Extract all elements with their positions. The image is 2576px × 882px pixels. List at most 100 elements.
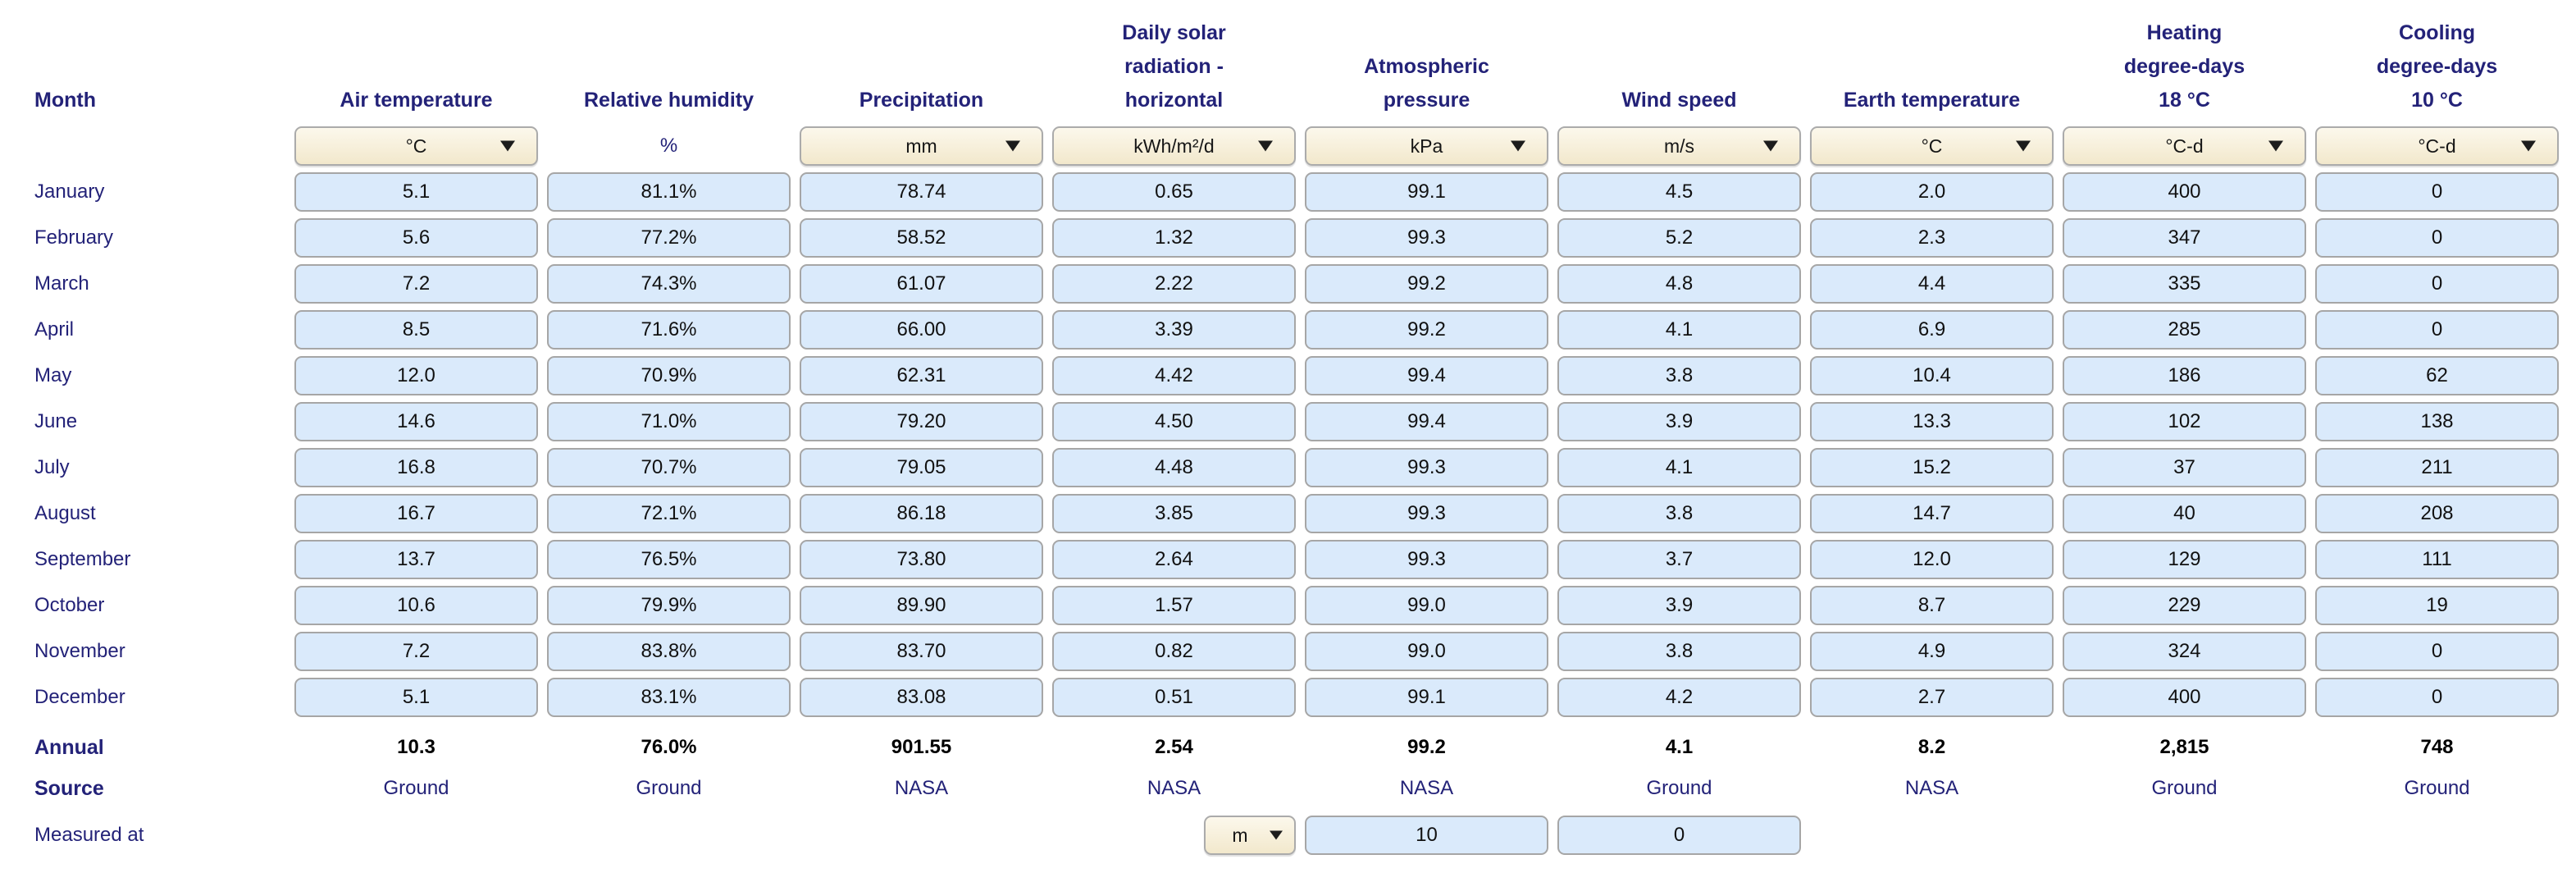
- measured-at-wind-speed-height[interactable]: 10: [1305, 816, 1548, 855]
- cell-june-earth-temperature[interactable]: 13.3: [1810, 402, 2054, 441]
- cell-july-precipitation[interactable]: 79.05: [800, 448, 1043, 487]
- cell-september-air-temperature[interactable]: 13.7: [294, 540, 538, 579]
- cell-may-earth-temperature[interactable]: 10.4: [1810, 356, 2054, 395]
- cell-august-precipitation[interactable]: 86.18: [800, 494, 1043, 533]
- cell-october-atmospheric-pressure[interactable]: 99.0: [1305, 586, 1548, 625]
- cell-october-daily-solar-radiation-horizontal[interactable]: 1.57: [1052, 586, 1296, 625]
- cell-july-atmospheric-pressure[interactable]: 99.3: [1305, 448, 1548, 487]
- cell-february-daily-solar-radiation-horizontal[interactable]: 1.32: [1052, 218, 1296, 258]
- cell-september-atmospheric-pressure[interactable]: 99.3: [1305, 540, 1548, 579]
- cell-october-earth-temperature[interactable]: 8.7: [1810, 586, 2054, 625]
- cell-may-air-temperature[interactable]: 12.0: [294, 356, 538, 395]
- cell-march-heating-degree-days[interactable]: 335: [2063, 264, 2306, 304]
- unit-select-earth-temperature[interactable]: °C: [1810, 126, 2054, 166]
- cell-june-relative-humidity[interactable]: 71.0%: [547, 402, 791, 441]
- cell-april-daily-solar-radiation-horizontal[interactable]: 3.39: [1052, 310, 1296, 350]
- cell-january-earth-temperature[interactable]: 2.0: [1810, 172, 2054, 212]
- cell-june-cooling-degree-days[interactable]: 138: [2315, 402, 2559, 441]
- cell-february-heating-degree-days[interactable]: 347: [2063, 218, 2306, 258]
- cell-december-cooling-degree-days[interactable]: 0: [2315, 678, 2559, 717]
- cell-december-earth-temperature[interactable]: 2.7: [1810, 678, 2054, 717]
- cell-january-heating-degree-days[interactable]: 400: [2063, 172, 2306, 212]
- cell-january-daily-solar-radiation-horizontal[interactable]: 0.65: [1052, 172, 1296, 212]
- cell-march-precipitation[interactable]: 61.07: [800, 264, 1043, 304]
- cell-december-heating-degree-days[interactable]: 400: [2063, 678, 2306, 717]
- cell-october-heating-degree-days[interactable]: 229: [2063, 586, 2306, 625]
- measured-at-earth-temperature-depth[interactable]: 0: [1557, 816, 1801, 855]
- cell-january-relative-humidity[interactable]: 81.1%: [547, 172, 791, 212]
- cell-june-daily-solar-radiation-horizontal[interactable]: 4.50: [1052, 402, 1296, 441]
- cell-september-earth-temperature[interactable]: 12.0: [1810, 540, 2054, 579]
- cell-october-precipitation[interactable]: 89.90: [800, 586, 1043, 625]
- cell-june-precipitation[interactable]: 79.20: [800, 402, 1043, 441]
- cell-august-daily-solar-radiation-horizontal[interactable]: 3.85: [1052, 494, 1296, 533]
- cell-january-wind-speed[interactable]: 4.5: [1557, 172, 1801, 212]
- cell-november-cooling-degree-days[interactable]: 0: [2315, 632, 2559, 671]
- cell-january-precipitation[interactable]: 78.74: [800, 172, 1043, 212]
- cell-march-atmospheric-pressure[interactable]: 99.2: [1305, 264, 1548, 304]
- cell-november-precipitation[interactable]: 83.70: [800, 632, 1043, 671]
- cell-october-relative-humidity[interactable]: 79.9%: [547, 586, 791, 625]
- cell-june-wind-speed[interactable]: 3.9: [1557, 402, 1801, 441]
- cell-january-air-temperature[interactable]: 5.1: [294, 172, 538, 212]
- cell-march-air-temperature[interactable]: 7.2: [294, 264, 538, 304]
- cell-november-wind-speed[interactable]: 3.8: [1557, 632, 1801, 671]
- cell-april-wind-speed[interactable]: 4.1: [1557, 310, 1801, 350]
- cell-february-atmospheric-pressure[interactable]: 99.3: [1305, 218, 1548, 258]
- cell-july-wind-speed[interactable]: 4.1: [1557, 448, 1801, 487]
- measured-at-unit-select[interactable]: m: [1204, 816, 1296, 855]
- cell-april-heating-degree-days[interactable]: 285: [2063, 310, 2306, 350]
- unit-select-atmospheric-pressure[interactable]: kPa: [1305, 126, 1548, 166]
- cell-october-air-temperature[interactable]: 10.6: [294, 586, 538, 625]
- cell-january-atmospheric-pressure[interactable]: 99.1: [1305, 172, 1548, 212]
- unit-select-air-temperature[interactable]: °C: [294, 126, 538, 166]
- cell-june-heating-degree-days[interactable]: 102: [2063, 402, 2306, 441]
- unit-select-cooling-degree-days[interactable]: °C-d: [2315, 126, 2559, 166]
- cell-february-precipitation[interactable]: 58.52: [800, 218, 1043, 258]
- cell-december-atmospheric-pressure[interactable]: 99.1: [1305, 678, 1548, 717]
- unit-select-daily-solar-radiation-horizontal[interactable]: kWh/m²/d: [1052, 126, 1296, 166]
- cell-april-relative-humidity[interactable]: 71.6%: [547, 310, 791, 350]
- cell-september-cooling-degree-days[interactable]: 111: [2315, 540, 2559, 579]
- cell-february-relative-humidity[interactable]: 77.2%: [547, 218, 791, 258]
- cell-may-cooling-degree-days[interactable]: 62: [2315, 356, 2559, 395]
- cell-december-air-temperature[interactable]: 5.1: [294, 678, 538, 717]
- cell-september-wind-speed[interactable]: 3.7: [1557, 540, 1801, 579]
- cell-may-wind-speed[interactable]: 3.8: [1557, 356, 1801, 395]
- cell-june-atmospheric-pressure[interactable]: 99.4: [1305, 402, 1548, 441]
- cell-february-wind-speed[interactable]: 5.2: [1557, 218, 1801, 258]
- cell-november-daily-solar-radiation-horizontal[interactable]: 0.82: [1052, 632, 1296, 671]
- cell-january-cooling-degree-days[interactable]: 0: [2315, 172, 2559, 212]
- cell-december-wind-speed[interactable]: 4.2: [1557, 678, 1801, 717]
- cell-april-air-temperature[interactable]: 8.5: [294, 310, 538, 350]
- cell-may-heating-degree-days[interactable]: 186: [2063, 356, 2306, 395]
- cell-december-precipitation[interactable]: 83.08: [800, 678, 1043, 717]
- cell-march-wind-speed[interactable]: 4.8: [1557, 264, 1801, 304]
- cell-april-precipitation[interactable]: 66.00: [800, 310, 1043, 350]
- cell-july-cooling-degree-days[interactable]: 211: [2315, 448, 2559, 487]
- cell-november-relative-humidity[interactable]: 83.8%: [547, 632, 791, 671]
- cell-august-atmospheric-pressure[interactable]: 99.3: [1305, 494, 1548, 533]
- cell-december-relative-humidity[interactable]: 83.1%: [547, 678, 791, 717]
- cell-november-atmospheric-pressure[interactable]: 99.0: [1305, 632, 1548, 671]
- cell-may-relative-humidity[interactable]: 70.9%: [547, 356, 791, 395]
- cell-may-daily-solar-radiation-horizontal[interactable]: 4.42: [1052, 356, 1296, 395]
- cell-august-air-temperature[interactable]: 16.7: [294, 494, 538, 533]
- cell-april-cooling-degree-days[interactable]: 0: [2315, 310, 2559, 350]
- cell-march-cooling-degree-days[interactable]: 0: [2315, 264, 2559, 304]
- cell-august-relative-humidity[interactable]: 72.1%: [547, 494, 791, 533]
- cell-july-air-temperature[interactable]: 16.8: [294, 448, 538, 487]
- cell-february-air-temperature[interactable]: 5.6: [294, 218, 538, 258]
- cell-august-cooling-degree-days[interactable]: 208: [2315, 494, 2559, 533]
- cell-july-earth-temperature[interactable]: 15.2: [1810, 448, 2054, 487]
- cell-march-daily-solar-radiation-horizontal[interactable]: 2.22: [1052, 264, 1296, 304]
- cell-june-air-temperature[interactable]: 14.6: [294, 402, 538, 441]
- cell-september-daily-solar-radiation-horizontal[interactable]: 2.64: [1052, 540, 1296, 579]
- cell-october-cooling-degree-days[interactable]: 19: [2315, 586, 2559, 625]
- cell-february-earth-temperature[interactable]: 2.3: [1810, 218, 2054, 258]
- cell-april-atmospheric-pressure[interactable]: 99.2: [1305, 310, 1548, 350]
- cell-september-heating-degree-days[interactable]: 129: [2063, 540, 2306, 579]
- cell-april-earth-temperature[interactable]: 6.9: [1810, 310, 2054, 350]
- unit-select-precipitation[interactable]: mm: [800, 126, 1043, 166]
- cell-august-earth-temperature[interactable]: 14.7: [1810, 494, 2054, 533]
